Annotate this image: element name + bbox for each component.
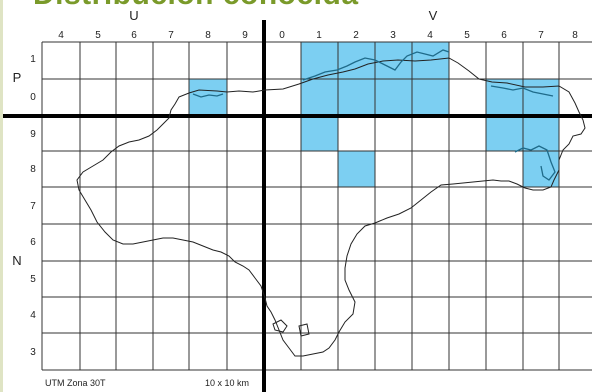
- zone-label-p: P: [13, 70, 22, 85]
- y-label: 1: [30, 54, 36, 65]
- x-label: 7: [168, 30, 174, 41]
- page-title: Distribución conocida: [33, 0, 359, 12]
- x-axis-labels: 4 5 6 7 8 9 0 1 2 3 4 5 6 7 8: [58, 30, 578, 41]
- x-label: 4: [58, 30, 64, 41]
- cell-v1-p1: [301, 42, 338, 79]
- cell-v2-n8: [338, 151, 375, 187]
- x-label: 4: [427, 30, 433, 41]
- utm-grid: [41, 41, 592, 371]
- y-label: 4: [30, 310, 36, 321]
- x-label: 2: [353, 30, 359, 41]
- x-label: 9: [242, 30, 248, 41]
- y-label: 9: [30, 129, 36, 140]
- cell-v1-n9: [301, 116, 338, 151]
- zone-label-v: V: [429, 8, 438, 23]
- cell-v3-p0: [375, 79, 412, 116]
- x-label: 6: [501, 30, 507, 41]
- x-label: 3: [390, 30, 396, 41]
- x-label: 1: [316, 30, 322, 41]
- utm-zone-caption: UTM Zona 30T: [45, 378, 106, 388]
- y-label: 5: [30, 274, 36, 285]
- cell-v7-n9: [523, 116, 559, 151]
- y-label: 3: [30, 347, 36, 358]
- y-label: 0: [30, 92, 36, 103]
- x-label: 5: [95, 30, 101, 41]
- cell-u8-p0: [189, 79, 227, 116]
- inland-feature: [272, 319, 310, 337]
- x-label: 0: [279, 30, 285, 41]
- scale-caption: 10 x 10 km: [205, 378, 249, 388]
- utm-grid-map: U V P N 4 5 6 7 8 9 0 1 2 3 4 5 6 7 8 1 …: [3, 8, 592, 392]
- cell-v6-n9: [486, 116, 523, 151]
- cell-v1-p0: [301, 79, 338, 116]
- cell-v2-p0: [338, 79, 375, 116]
- x-label: 8: [205, 30, 211, 41]
- y-label: 7: [30, 201, 36, 212]
- zone-label-n: N: [12, 253, 21, 268]
- cell-v6-p0: [486, 79, 523, 116]
- x-label: 8: [572, 30, 578, 41]
- region-outline: [76, 57, 586, 357]
- coastline-detail: [192, 49, 556, 181]
- cell-v2-p1: [338, 42, 375, 79]
- x-label: 6: [131, 30, 137, 41]
- y-label: 8: [30, 164, 36, 175]
- y-axis-labels: 1 0 9 8 7 6 5 4 3: [30, 54, 36, 358]
- cell-v7-p0: [523, 79, 559, 116]
- cell-v4-p0: [412, 79, 449, 116]
- x-label: 7: [538, 30, 544, 41]
- x-label: 5: [464, 30, 470, 41]
- y-label: 6: [30, 237, 36, 248]
- zone-label-u: U: [129, 8, 138, 23]
